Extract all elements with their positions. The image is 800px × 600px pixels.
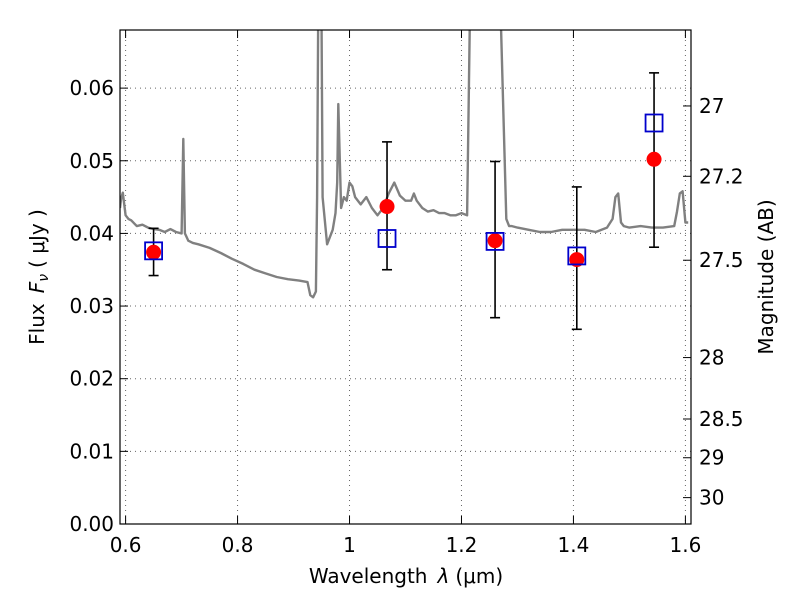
x-tick-label: 1.2: [446, 533, 478, 557]
y2-tick-label: 28: [699, 346, 724, 370]
model-square: [567, 246, 587, 266]
y2-tick-label: 27.5: [699, 248, 744, 272]
y-axis-label-text: Flux: [25, 303, 49, 345]
x-tick-label: 1.4: [558, 533, 590, 557]
y-tick-label: 0.01: [69, 439, 114, 463]
plot-frame: [119, 29, 692, 525]
y-axis-label-unit: ( μJy ): [25, 209, 49, 268]
observed-points-layer: [146, 151, 662, 268]
grid-lines: [120, 30, 691, 525]
y2-tick-label: 30: [699, 486, 724, 510]
y-tick-label: 0.05: [69, 149, 114, 173]
x-tick-label: 1.6: [669, 533, 701, 557]
x-axis-label-symbol: λ: [437, 564, 450, 588]
model-square: [144, 241, 163, 261]
model-square: [377, 229, 397, 248]
model-squares-layer: [144, 113, 664, 266]
y-tick-label: 0.02: [69, 367, 114, 391]
x-axis-ticks: 0.6 0.8 1 1.2 1.4 1.6: [110, 30, 701, 557]
x-axis-label-text: Wavelength: [309, 564, 428, 588]
observed-point: [569, 252, 585, 268]
x-axis-label-unit: (μm): [455, 564, 503, 588]
observed-point: [379, 199, 395, 215]
y2-tick-label: 27.2: [699, 164, 744, 188]
model-square: [644, 113, 664, 133]
y-axis-label-symbol: F: [25, 281, 49, 293]
y2-tick-label: 27: [699, 94, 724, 118]
y-tick-label: 0.04: [69, 221, 114, 245]
y-tick-label: 0.03: [69, 294, 114, 318]
x-tick-label: 0.8: [222, 533, 254, 557]
template-spectrum-layer: [120, 30, 689, 299]
y-axis-ticks: 0.00 0.01 0.02 0.03 0.04 0.05 0.06: [69, 76, 128, 536]
y-axis-label-subscript: ν: [36, 274, 52, 282]
y2-tick-label: 29: [699, 446, 724, 470]
x-tick-label: 0.6: [110, 533, 142, 557]
errorbar-layer: [148, 72, 660, 331]
y-tick-label: 0.00: [69, 512, 114, 536]
y-axis-label: Flux Fν ( μJy ): [25, 209, 52, 345]
x-tick-label: 1: [343, 533, 356, 557]
observed-point: [646, 151, 662, 167]
observed-point: [487, 233, 503, 249]
y2-axis-ticks: 27 27.2 27.5 28 28.5 29 30: [683, 94, 744, 510]
observed-point: [146, 244, 162, 260]
template-spectrum-line: [120, 30, 689, 299]
y2-tick-label: 28.5: [699, 407, 744, 431]
y-tick-label: 0.06: [69, 76, 114, 100]
x-axis-label: Wavelength λ (μm): [309, 564, 503, 588]
model-square: [485, 232, 505, 251]
y2-axis-label: Magnitude (AB): [754, 199, 778, 354]
